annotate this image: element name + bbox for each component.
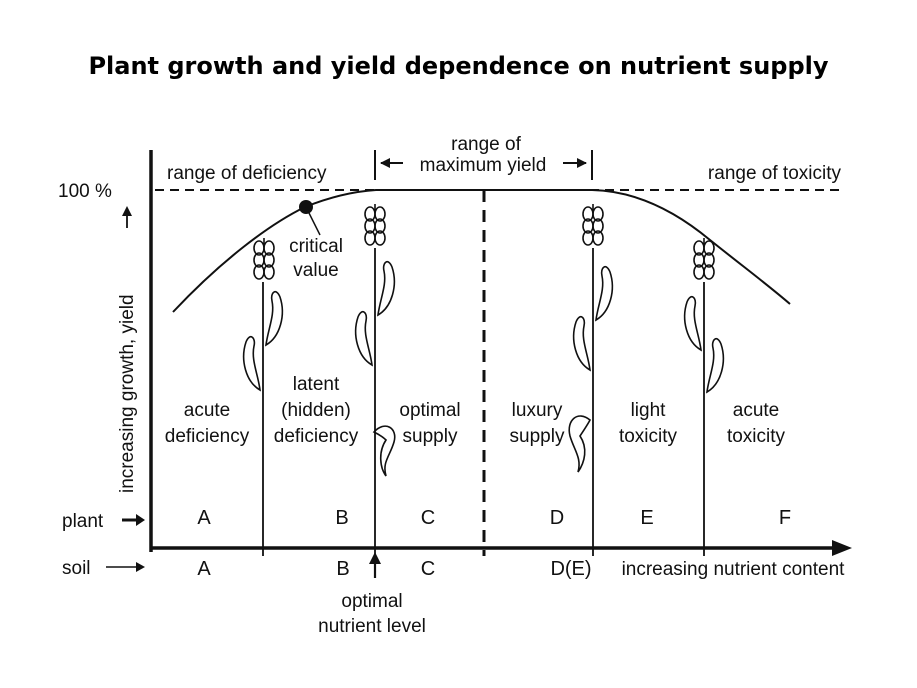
yield-curve (172, 189, 791, 313)
leaf-icon (568, 415, 591, 473)
zone-b-label: deficiency (274, 426, 359, 447)
y-axis-label: increasing growth, yield (117, 294, 138, 493)
leaf-icon (377, 260, 396, 316)
zone-f-label: acute (733, 400, 779, 421)
optimal-level-arrowhead-icon (369, 552, 381, 564)
x-axis-arrow-icon (832, 540, 852, 556)
zone-b-label: latent (293, 374, 340, 395)
soil-row-arrowhead-icon (136, 562, 145, 572)
range-toxicity-label: range of toxicity (708, 163, 842, 184)
plant-letter: E (640, 507, 653, 529)
zone-f-label: toxicity (727, 426, 786, 447)
critical-value-pointer (305, 206, 321, 236)
y-label-arrowhead-icon (122, 206, 132, 216)
range-maximum-line1: range of (451, 134, 521, 155)
critical-value-label: value (293, 260, 338, 281)
leaf-icon (354, 310, 373, 366)
plant-letter: A (197, 507, 211, 529)
plant-letter: B (335, 507, 348, 529)
wheat-ear-icon (582, 203, 604, 246)
plant-letter: C (421, 507, 435, 529)
plant-letter: F (779, 507, 791, 529)
leaf-icon (242, 335, 261, 391)
leaf-icon (372, 425, 396, 477)
zone-d-label: supply (510, 426, 565, 447)
range-deficiency-label: range of deficiency (167, 163, 327, 184)
wheat-ear-icon (693, 237, 715, 280)
leaf-icon (572, 315, 591, 371)
plant-row-label: plant (62, 511, 104, 532)
zone-a-label: acute (184, 400, 230, 421)
plant-row-arrowhead-icon (136, 514, 145, 526)
page-title: Plant growth and yield dependence on nut… (88, 52, 829, 80)
zone-a-label: deficiency (165, 426, 250, 447)
y-tick-100: 100 % (58, 181, 112, 202)
zone-e-label: toxicity (619, 426, 678, 447)
soil-letter: C (421, 558, 435, 580)
zone-e-label: light (631, 400, 667, 421)
zone-b-label: (hidden) (281, 400, 351, 421)
max-range-arrowhead-right-icon (577, 158, 587, 168)
zone-c-label: supply (403, 426, 458, 447)
wheat-ear-icon (364, 203, 386, 246)
soil-row-label: soil (62, 558, 91, 579)
zone-c-label: optimal (399, 400, 460, 421)
soil-letter: D(E) (550, 558, 591, 580)
zone-d-label: luxury (512, 400, 563, 421)
critical-value-label: critical (289, 236, 343, 257)
soil-letter: B (336, 558, 349, 580)
max-range-arrowhead-left-icon (380, 158, 390, 168)
plant-letter: D (550, 507, 564, 529)
leaf-icon (595, 265, 614, 321)
leaf-icon (683, 295, 702, 351)
wheat-ear-icon (253, 237, 275, 280)
optimal-level-label: optimal (341, 591, 402, 612)
optimal-level-label: nutrient level (318, 616, 426, 637)
range-maximum-line2: maximum yield (420, 155, 547, 176)
soil-letter: A (197, 558, 211, 580)
leaf-icon (706, 337, 725, 393)
x-axis-label: increasing nutrient content (622, 559, 846, 580)
leaf-icon (265, 290, 284, 346)
